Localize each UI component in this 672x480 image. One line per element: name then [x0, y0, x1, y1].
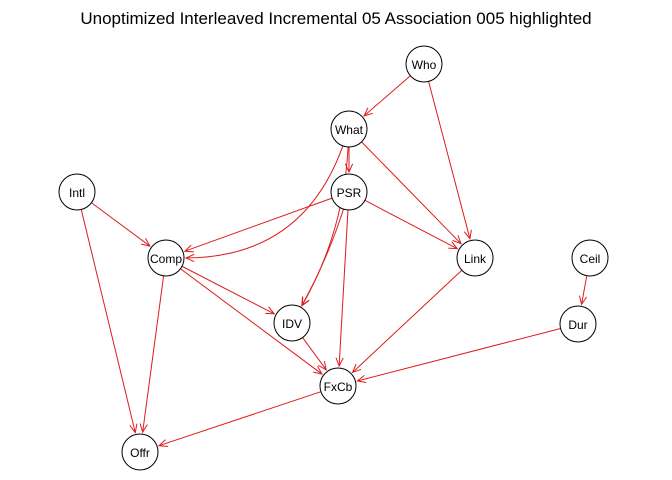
edge-line [180, 268, 323, 375]
node-offr: Offr [121, 433, 159, 471]
arrowhead-icon [301, 296, 310, 307]
edge-line [428, 81, 471, 239]
edge-line [142, 275, 165, 433]
arrowhead-icon [313, 365, 323, 375]
node-circle [58, 173, 96, 211]
node-label: PSR [337, 186, 362, 200]
edge-line [185, 145, 344, 259]
node-circle [319, 367, 357, 405]
node-label: Ceil [580, 252, 601, 266]
node-circle [121, 433, 159, 471]
edge-line [364, 199, 458, 250]
edge-line [184, 197, 333, 252]
arrowhead-icon [183, 244, 194, 253]
node-circle [405, 45, 443, 83]
edge-dur-to-fxcb [356, 328, 561, 383]
node-link: Link [456, 239, 494, 277]
edge-line [301, 208, 344, 306]
edge-line [581, 275, 588, 305]
arrowhead-icon [448, 241, 459, 250]
edge-line [158, 391, 322, 447]
arrowhead-icon [141, 237, 151, 247]
edge-comp-to-idv [181, 265, 276, 315]
edge-line [181, 265, 275, 315]
edge-idv-to-fxcb [302, 337, 327, 371]
node-circle [330, 173, 368, 211]
edge-line [91, 202, 151, 247]
edge-what-to-idv [301, 146, 349, 307]
edge-line [80, 209, 136, 433]
edge-intl-to-offr [80, 209, 138, 434]
arrowhead-icon [157, 439, 168, 448]
node-label: What [335, 123, 364, 137]
node-circle [559, 305, 597, 343]
arrowhead-icon [351, 363, 362, 374]
node-circle [147, 239, 185, 277]
node-circle [330, 110, 368, 148]
arrowhead-icon [265, 306, 276, 315]
edge-what-to-comp [184, 145, 344, 263]
node-psr: PSR [330, 173, 368, 211]
edge-line [361, 141, 462, 245]
node-fxcb: FxCb [319, 367, 357, 405]
node-label: Link [464, 252, 487, 266]
page-title: Unoptimized Interleaved Incremental 05 A… [80, 9, 592, 28]
arrowhead-icon [318, 360, 327, 371]
arrowhead-icon [356, 374, 367, 383]
node-dur: Dur [559, 305, 597, 343]
edge-line [363, 75, 411, 117]
arrowhead-icon [452, 235, 462, 245]
node-label: Offr [130, 446, 150, 460]
node-circle [571, 239, 609, 277]
edge-ceil-to-dur [578, 275, 588, 306]
edge-psr-to-idv [301, 208, 344, 307]
edge-psr-to-comp [183, 197, 333, 253]
arrowhead-icon [139, 423, 148, 434]
node-label: FxCb [324, 380, 353, 394]
node-circle [456, 239, 494, 277]
node-label: Comp [150, 252, 182, 266]
edge-line [301, 146, 349, 306]
nodes-layer: Who What Intl PSR Comp Link Ceil IDV Dur FxCb Offr [58, 45, 609, 471]
arrowhead-icon [578, 295, 588, 306]
arrowhead-icon [463, 229, 472, 240]
node-label: IDV [282, 317, 302, 331]
edge-comp-to-offr [139, 275, 165, 434]
edge-what-to-link [361, 141, 462, 245]
node-label: Intl [69, 186, 85, 200]
arrowhead-icon [129, 423, 138, 434]
node-ceil: Ceil [571, 239, 609, 277]
node-label: Who [412, 58, 437, 72]
edge-psr-to-link [364, 199, 459, 250]
edge-fxcb-to-offr [157, 391, 322, 448]
edge-line [352, 269, 463, 373]
arrowhead-icon [335, 357, 344, 368]
node-label: Dur [568, 318, 587, 332]
node-circle [273, 304, 311, 342]
node-intl: Intl [58, 173, 96, 211]
node-who: Who [405, 45, 443, 83]
edge-psr-to-fxcb [335, 209, 349, 368]
edge-line [357, 328, 561, 382]
arrowhead-icon [184, 253, 195, 263]
edge-line [302, 337, 327, 371]
edge-line [338, 209, 349, 367]
edges-layer [80, 75, 588, 448]
edge-who-to-what [363, 75, 411, 117]
edge-who-to-link [428, 81, 472, 240]
edge-comp-to-fxcb [180, 268, 323, 375]
node-idv: IDV [273, 304, 311, 342]
edge-link-to-fxcb [351, 269, 463, 374]
arrowhead-icon [363, 107, 373, 117]
node-what: What [330, 110, 368, 148]
edge-intl-to-comp [91, 202, 151, 247]
node-comp: Comp [147, 239, 185, 277]
